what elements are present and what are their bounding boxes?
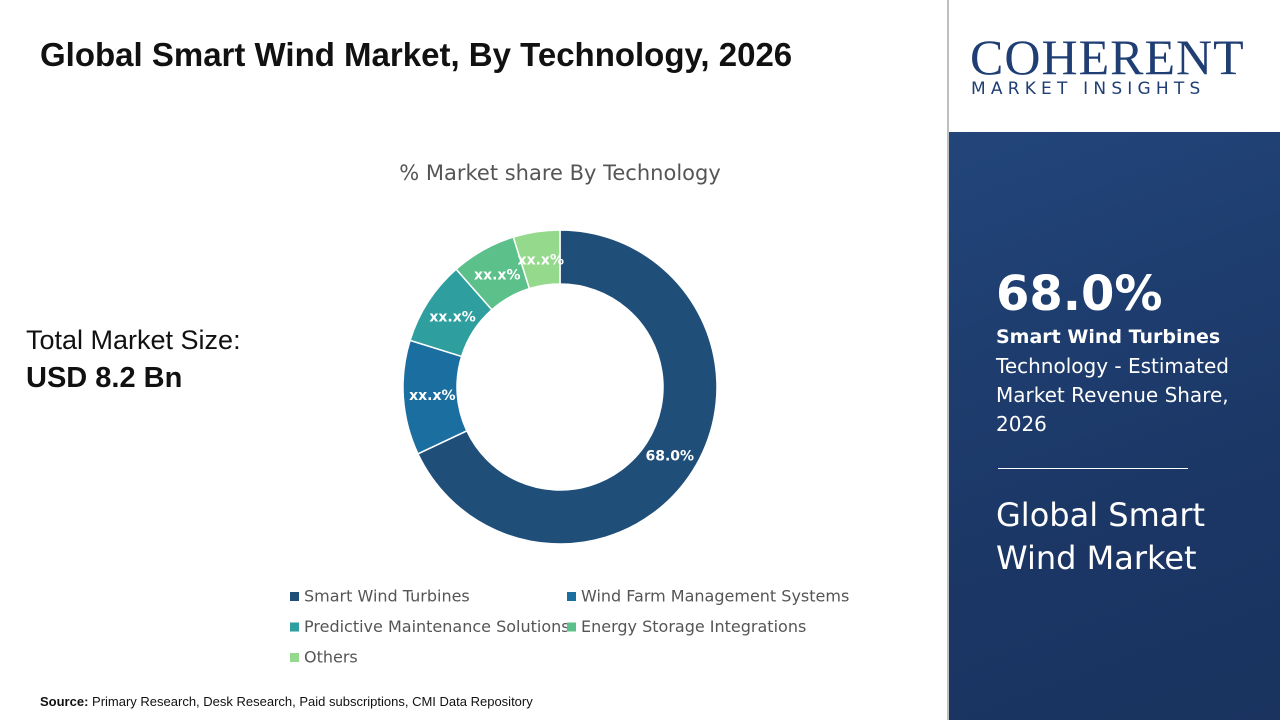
legend-swatch [290, 653, 299, 662]
legend-swatch [290, 592, 299, 601]
logo-name: COHERENT [970, 29, 1245, 85]
market-name: Global Smart Wind Market [996, 496, 1206, 577]
donut-segment [416, 229, 718, 545]
page-title: Global Smart Wind Market, By Technology,… [40, 36, 793, 73]
market-size-label: Total Market Size: [26, 325, 241, 355]
divider [947, 0, 949, 720]
legend-swatch [567, 592, 576, 601]
source-label: Source: [40, 694, 89, 709]
legend-label: Energy Storage Integrations [581, 617, 806, 636]
highlight-value: 68.0% [996, 266, 1163, 322]
separator [998, 468, 1188, 469]
chart: % Market share By Technology 68.0%xx.x%x… [290, 161, 849, 667]
data-label: xx.x% [474, 267, 520, 283]
legend-label: Smart Wind Turbines [304, 587, 470, 606]
legend-swatch [567, 622, 576, 632]
data-label: xx.x% [518, 252, 564, 268]
legend-swatch [290, 622, 299, 632]
data-label: xx.x% [409, 388, 455, 404]
market-size-value: USD 8.2 Bn [26, 362, 183, 394]
chart-title: % Market share By Technology [399, 161, 721, 185]
highlight-description: Technology - Estimated Market Revenue Sh… [996, 354, 1229, 436]
logo-tagline: MARKET INSIGHTS [971, 79, 1206, 99]
sidebar [949, 132, 1280, 720]
legend-label: Wind Farm Management Systems [581, 587, 849, 606]
data-label: 68.0% [645, 449, 694, 465]
legend-label: Others [304, 648, 358, 667]
highlight-segment: Smart Wind Turbines [996, 326, 1221, 348]
source-text: Primary Research, Desk Research, Paid su… [92, 694, 533, 709]
data-label: xx.x% [429, 309, 475, 325]
legend-label: Predictive Maintenance Solutions [304, 617, 570, 636]
source: Source: Primary Research, Desk Research,… [40, 694, 533, 709]
donut-segment [512, 229, 561, 290]
